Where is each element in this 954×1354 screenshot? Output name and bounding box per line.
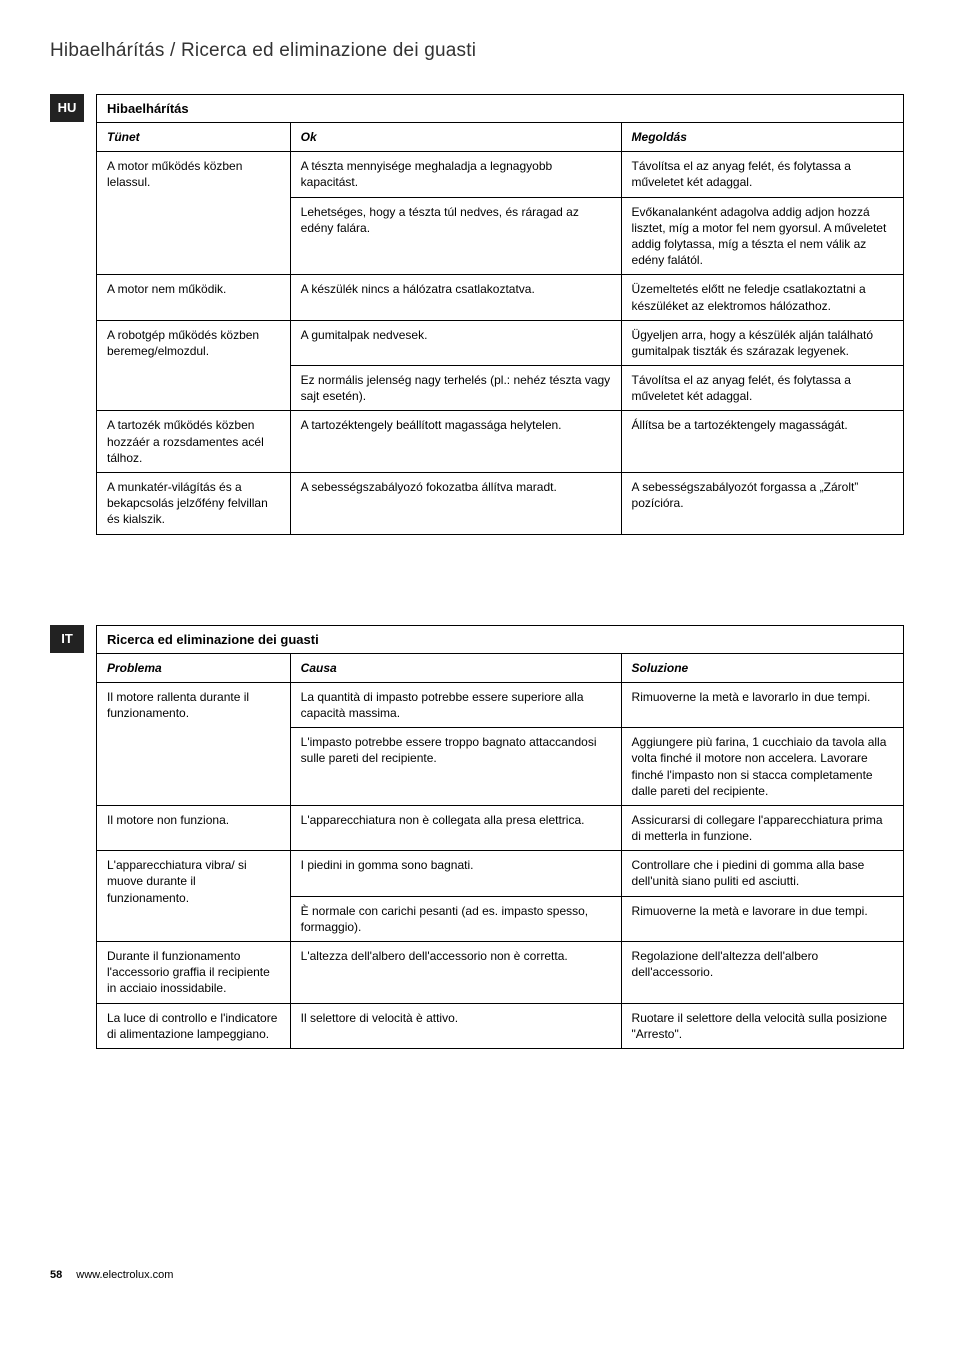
cell-symptom: A motor nem működik. (97, 275, 291, 320)
table-row: La luce di controllo e l'indicatore di a… (97, 1003, 904, 1048)
table-header-row: Tünet Ok Megoldás (97, 123, 904, 152)
cell-cause: L'apparecchiatura non è collegata alla p… (290, 805, 621, 850)
cell-cause: Ez normális jelenség nagy terhelés (pl.:… (290, 366, 621, 411)
col-header: Soluzione (621, 653, 903, 682)
cell-symptom: A robotgép működés közben beremeg/elmozd… (97, 320, 291, 411)
cell-symptom: A tartozék működés közben hozzáér a rozs… (97, 411, 291, 473)
footer: 58 www.electrolux.com (50, 1269, 904, 1281)
col-header: Problema (97, 653, 291, 682)
cell-solution: Ruotare il selettore della velocità sull… (621, 1003, 903, 1048)
cell-solution: Regolazione dell'altezza dell'albero del… (621, 942, 903, 1004)
cell-cause: Il selettore di velocità è attivo. (290, 1003, 621, 1048)
cell-solution: Controllare che i piedini di gomma alla … (621, 851, 903, 896)
cell-solution: Rimuoverne la metà e lavorarlo in due te… (621, 682, 903, 727)
table-row: Il motore rallenta durante il funzioname… (97, 682, 904, 727)
table-row: A motor működés közben lelassul. A tészt… (97, 152, 904, 197)
cell-cause: Lehetséges, hogy a tészta túl nedves, és… (290, 197, 621, 275)
title-sep: / (165, 40, 181, 61)
table-title-row: Hibaelhárítás (97, 95, 904, 123)
cell-solution: Evőkanalanként adagolva addig adjon hozz… (621, 197, 903, 275)
section-hu: HU Hibaelhárítás Tünet Ok Megoldás A mot… (50, 94, 904, 535)
lang-tag-hu: HU (50, 94, 84, 122)
cell-cause: L'impasto potrebbe essere troppo bagnato… (290, 728, 621, 806)
cell-symptom: A motor működés közben lelassul. (97, 152, 291, 275)
cell-symptom: A munkatér-világítás és a bekapcsolás je… (97, 473, 291, 535)
cell-symptom: L'apparecchiatura vibra/ si muove durant… (97, 851, 291, 942)
table-row: Durante il funzionamento l'accessorio gr… (97, 942, 904, 1004)
table-row: L'apparecchiatura vibra/ si muove durant… (97, 851, 904, 896)
cell-cause: A készülék nincs a hálózatra csatlakozta… (290, 275, 621, 320)
cell-symptom: Il motore rallenta durante il funzioname… (97, 682, 291, 805)
cell-cause: È normale con carichi pesanti (ad es. im… (290, 896, 621, 941)
cell-solution: Aggiungere più farina, 1 cucchiaio da ta… (621, 728, 903, 806)
cell-symptom: Durante il funzionamento l'accessorio gr… (97, 942, 291, 1004)
page-title: Hibaelhárítás / Ricerca ed eliminazione … (50, 40, 904, 62)
title-right: Ricerca ed eliminazione dei guasti (181, 40, 476, 61)
table-hu: Hibaelhárítás Tünet Ok Megoldás A motor … (96, 94, 904, 535)
cell-symptom: Il motore non funziona. (97, 805, 291, 850)
col-header: Ok (290, 123, 621, 152)
col-header: Megoldás (621, 123, 903, 152)
col-header: Causa (290, 653, 621, 682)
table-row: A motor nem működik. A készülék nincs a … (97, 275, 904, 320)
table-row: A munkatér-világítás és a bekapcsolás je… (97, 473, 904, 535)
title-left: Hibaelhárítás (50, 40, 165, 61)
cell-solution: Ügyeljen arra, hogy a készülék alján tal… (621, 320, 903, 365)
lang-tag-it: IT (50, 625, 84, 653)
cell-solution: A sebességszabályozót forgassa a „Zárolt… (621, 473, 903, 535)
cell-cause: I piedini in gomma sono bagnati. (290, 851, 621, 896)
col-header: Tünet (97, 123, 291, 152)
cell-cause: A tészta mennyisége meghaladja a legnagy… (290, 152, 621, 197)
cell-solution: Távolítsa el az anyag felét, és folytass… (621, 152, 903, 197)
table-it: Ricerca ed eliminazione dei guasti Probl… (96, 625, 904, 1049)
table-row: Il motore non funziona. L'apparecchiatur… (97, 805, 904, 850)
cell-cause: La quantità di impasto potrebbe essere s… (290, 682, 621, 727)
cell-solution: Üzemeltetés előtt ne feledje csatlakozta… (621, 275, 903, 320)
page-number: 58 (50, 1269, 62, 1281)
cell-cause: L'altezza dell'albero dell'accessorio no… (290, 942, 621, 1004)
table-header-row: Problema Causa Soluzione (97, 653, 904, 682)
cell-cause: A gumitalpak nedvesek. (290, 320, 621, 365)
cell-solution: Távolítsa el az anyag felét, és folytass… (621, 366, 903, 411)
cell-cause: A sebességszabályozó fokozatba állítva m… (290, 473, 621, 535)
cell-solution: Állítsa be a tartozéktengely magasságát. (621, 411, 903, 473)
table-title: Ricerca ed eliminazione dei guasti (97, 625, 904, 653)
cell-symptom: La luce di controllo e l'indicatore di a… (97, 1003, 291, 1048)
cell-solution: Rimuoverne la metà e lavorare in due tem… (621, 896, 903, 941)
table-row: A tartozék működés közben hozzáér a rozs… (97, 411, 904, 473)
table-title: Hibaelhárítás (97, 95, 904, 123)
table-title-row: Ricerca ed eliminazione dei guasti (97, 625, 904, 653)
footer-url: www.electrolux.com (76, 1269, 173, 1281)
cell-solution: Assicurarsi di collegare l'apparecchiatu… (621, 805, 903, 850)
cell-cause: A tartozéktengely beállított magassága h… (290, 411, 621, 473)
table-row: A robotgép működés közben beremeg/elmozd… (97, 320, 904, 365)
section-it: IT Ricerca ed eliminazione dei guasti Pr… (50, 625, 904, 1049)
